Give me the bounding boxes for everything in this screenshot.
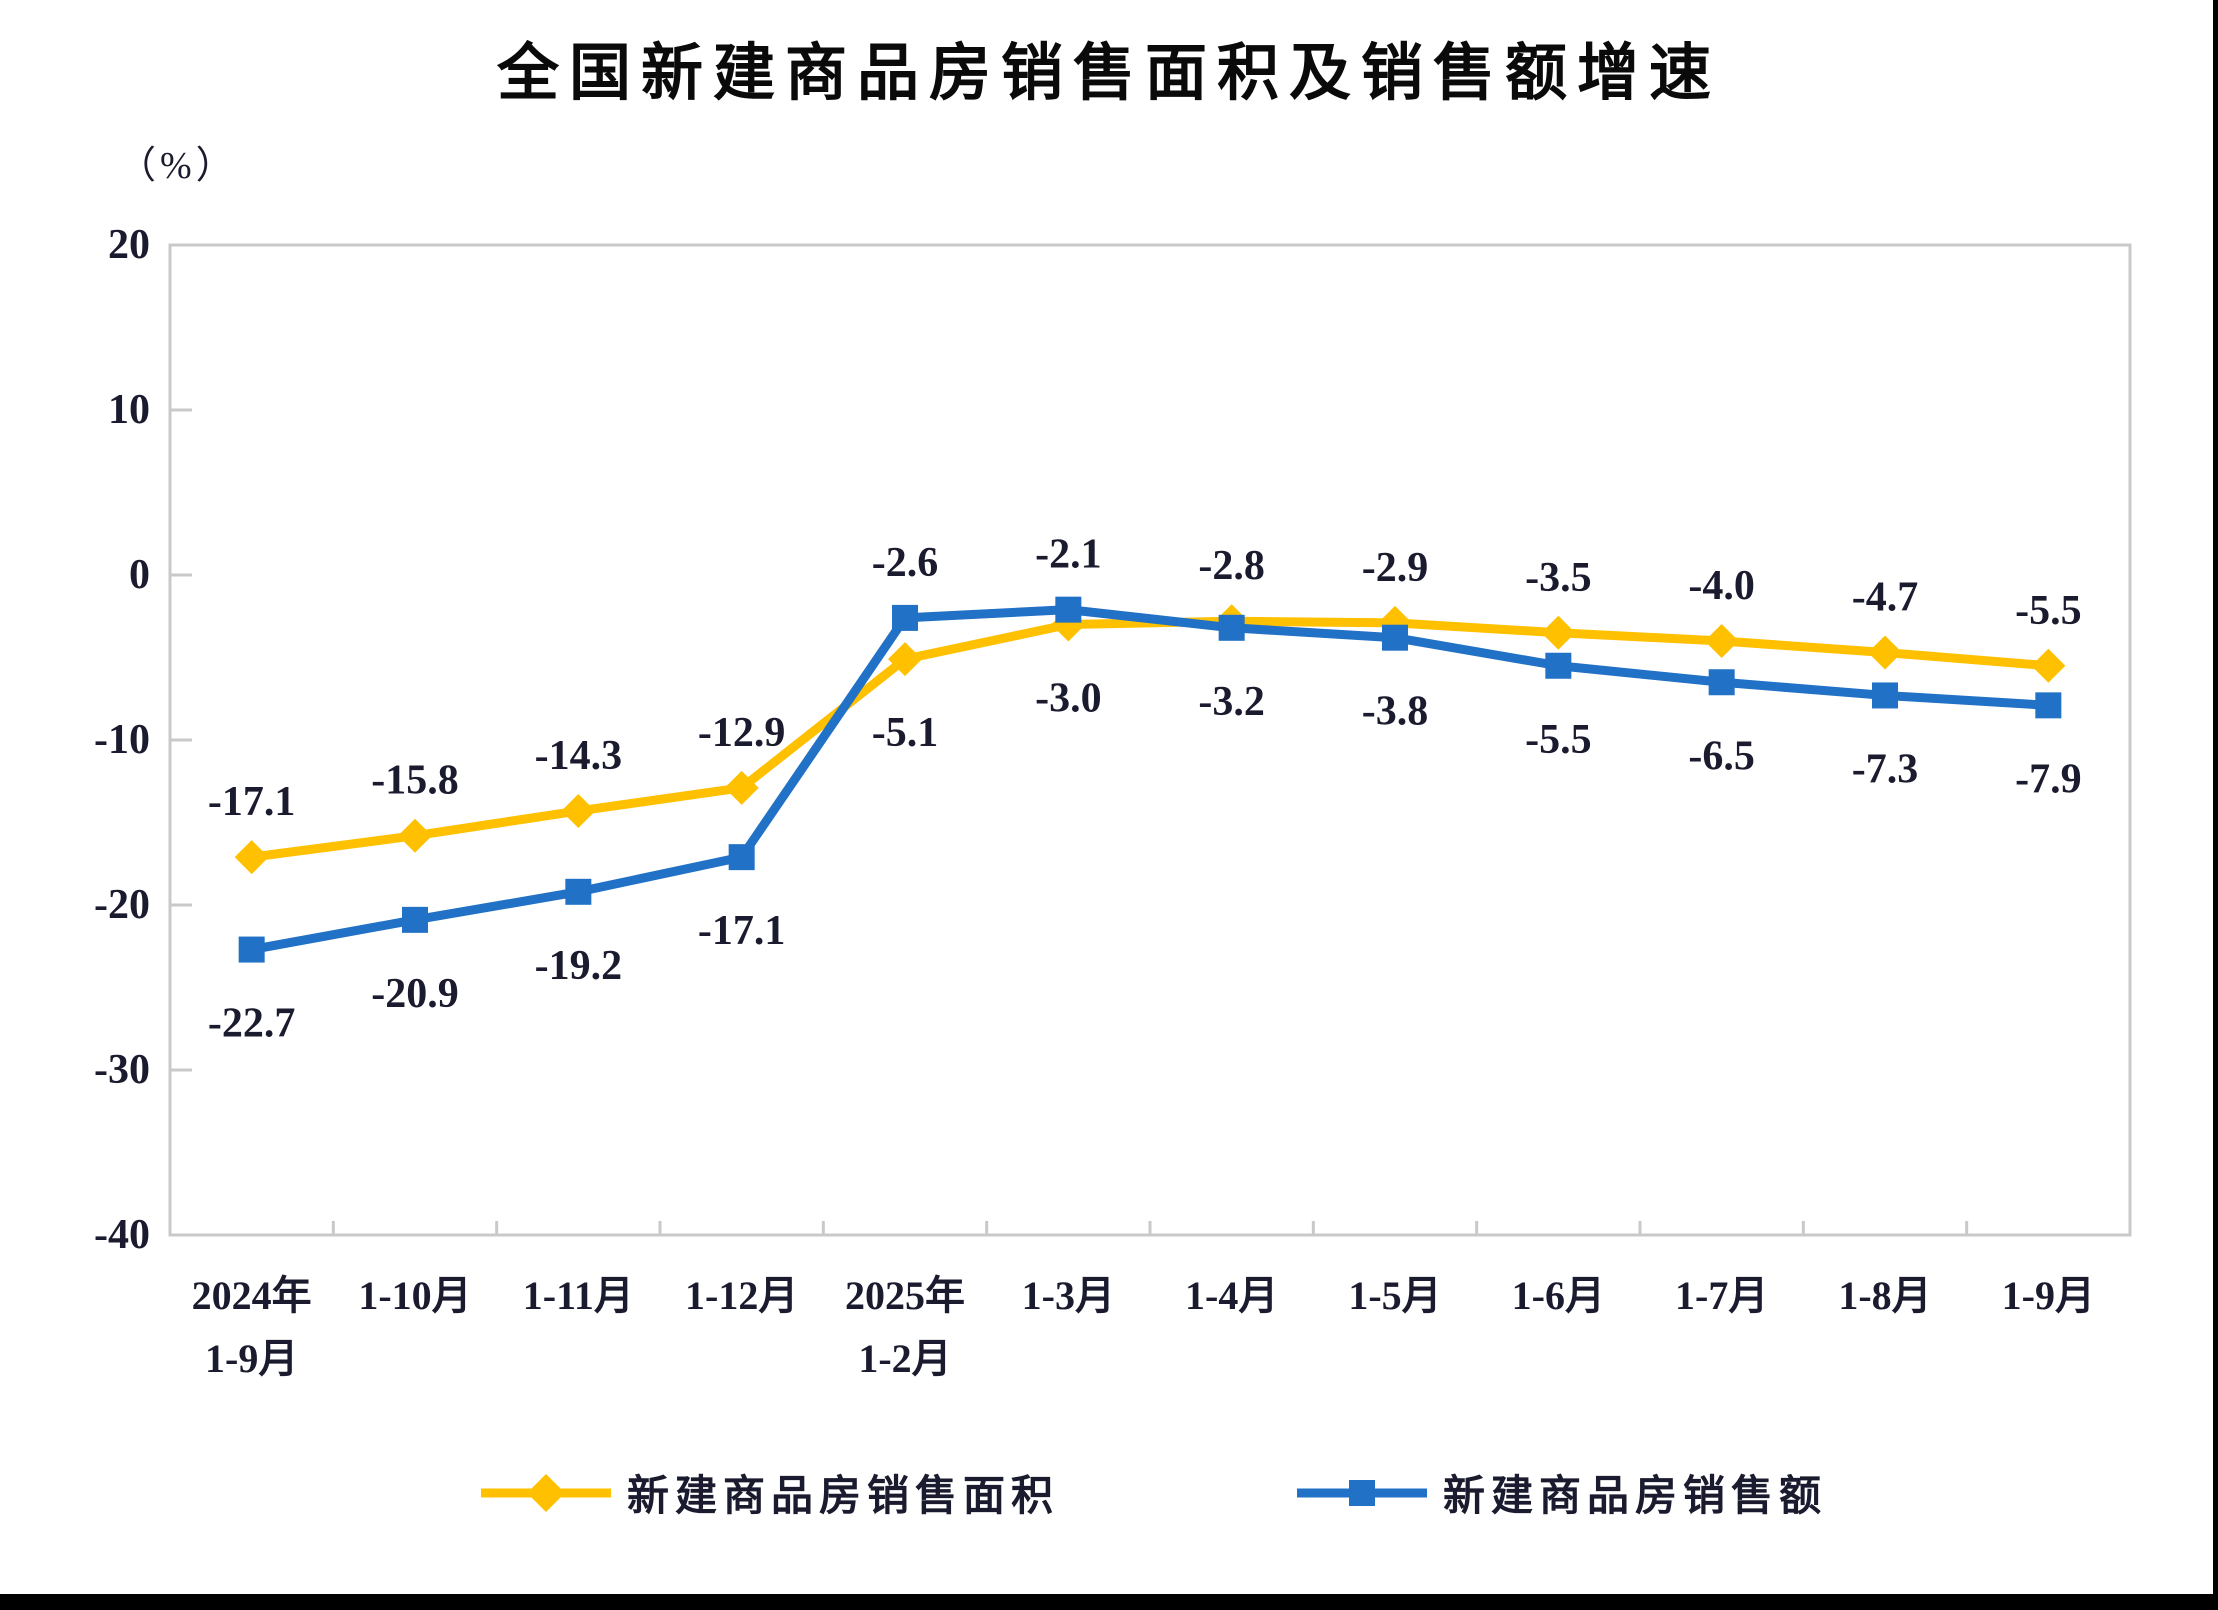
data-point-square — [1055, 596, 1082, 623]
y-axis-tick-label: -40 — [94, 1212, 150, 1258]
y-axis-tick-label: -20 — [94, 882, 150, 928]
data-point-square — [1872, 682, 1898, 709]
y-axis-tick-label: 20 — [108, 222, 150, 268]
series-line-0 — [247, 616, 2053, 862]
data-point-diamond — [1704, 624, 1739, 658]
data-point-diamond — [398, 818, 432, 853]
data-point-square — [2035, 692, 2062, 719]
data-point-label: -14.3 — [535, 733, 623, 779]
data-point-label: -2.9 — [1362, 545, 1429, 591]
data-point-label: -5.5 — [2015, 588, 2082, 634]
x-axis-category-label: 1-3月 — [1022, 1273, 1115, 1318]
legend-item-sales-value: 新建商品房销售额 — [1297, 1462, 1827, 1523]
data-point-label: -2.8 — [1198, 543, 1265, 589]
data-point-label: -5.1 — [872, 710, 939, 756]
data-point-diamond — [724, 770, 759, 805]
x-axis-category-label: 1-6月 — [1512, 1273, 1605, 1318]
data-point-label: -3.2 — [1198, 679, 1265, 725]
data-point-label: -2.6 — [872, 540, 939, 586]
data-point-label: -7.3 — [1852, 746, 1919, 792]
y-axis-tick-label: 0 — [129, 552, 150, 598]
plot-border — [168, 243, 2132, 1237]
x-axis-category-label: 2024年 1-9月 — [192, 1273, 312, 1381]
diamond-marker-icon — [527, 1473, 565, 1512]
data-point-label: -12.9 — [698, 710, 786, 756]
data-point-diamond — [888, 642, 922, 677]
x-axis-category-label: 1-8月 — [1838, 1273, 1931, 1318]
data-point-square — [1382, 624, 1408, 651]
data-point-label: -2.1 — [1035, 532, 1102, 578]
data-point-square — [1708, 669, 1735, 696]
data-point-label: -15.8 — [371, 758, 459, 804]
data-point-label: -4.0 — [1688, 563, 1755, 609]
data-point-square — [1545, 652, 1572, 679]
data-point-label: -4.7 — [1852, 575, 1919, 621]
data-point-square — [565, 878, 592, 905]
y-axis-unit-label: （%） — [118, 145, 238, 187]
x-axis-category-label: 1-11月 — [523, 1273, 634, 1318]
data-point-square — [238, 936, 265, 963]
x-axis-category-label: 1-7月 — [1675, 1273, 1768, 1318]
square-marker-icon — [1349, 1479, 1375, 1506]
data-point-label: -3.0 — [1035, 676, 1102, 722]
data-point-square — [892, 604, 918, 631]
data-point-diamond — [561, 793, 596, 828]
screen-edge-bar-right — [2213, 0, 2218, 1610]
data-point-label: -20.9 — [371, 971, 459, 1017]
x-axis-category-label: 1-12月 — [685, 1273, 798, 1318]
screen-edge-bar-bottom — [0, 1594, 2218, 1610]
y-axis-tick-label: 10 — [108, 387, 150, 433]
data-point-diamond — [1541, 615, 1576, 650]
x-axis-category-label: 1-10月 — [358, 1273, 471, 1318]
data-point-diamond — [2031, 648, 2066, 683]
data-point-square — [1218, 614, 1245, 641]
x-axis-category-label: 1-5月 — [1348, 1273, 1441, 1318]
data-point-label: -17.1 — [208, 779, 296, 825]
data-point-label: -17.1 — [698, 908, 786, 954]
legend-label-sales-value: 新建商品房销售额 — [1443, 1474, 1828, 1520]
y-axis-tick-label: -10 — [94, 717, 150, 763]
data-point-label: -3.5 — [1525, 555, 1592, 601]
data-point-square — [402, 906, 428, 933]
legend-marker-sales-area-icon — [481, 1473, 611, 1512]
data-point-label: -19.2 — [535, 943, 623, 989]
data-point-square — [728, 844, 755, 871]
data-point-label: -7.9 — [2015, 756, 2082, 802]
y-axis-tick-label: -30 — [94, 1047, 150, 1093]
data-point-label: -5.5 — [1525, 717, 1592, 763]
chart-title: 全国新建商品房销售面积及销售额增速 — [496, 39, 1721, 108]
x-axis-category-label: 1-9月 — [2002, 1273, 2095, 1318]
legend-marker-sales-value-icon — [1297, 1479, 1427, 1506]
legend-label-sales-area: 新建商品房销售面积 — [627, 1474, 1060, 1520]
data-point-label: -3.8 — [1362, 689, 1429, 735]
data-point-diamond — [234, 840, 269, 875]
data-point-diamond — [1868, 635, 1902, 670]
data-point-label: -22.7 — [208, 1001, 296, 1047]
series-line-1 — [247, 605, 2053, 955]
data-point-label: -6.5 — [1688, 733, 1755, 779]
x-axis-category-label: 1-4月 — [1185, 1273, 1278, 1318]
legend-item-sales-area: 新建商品房销售面积 — [481, 1462, 1059, 1523]
x-axis-category-label: 2025年 1-2月 — [845, 1273, 965, 1381]
